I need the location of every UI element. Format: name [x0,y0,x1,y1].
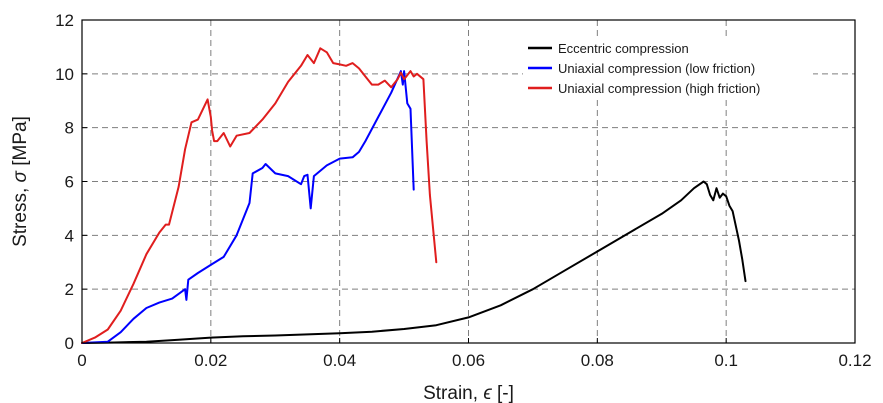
x-tick-label: 0.12 [838,351,871,370]
legend-label-3: Uniaxial compression (high friction) [558,81,760,96]
y-tick-label: 0 [65,334,74,353]
series-line-3 [81,47,438,344]
legend-entries: Eccentric compression Uniaxial compressio… [528,41,760,96]
x-tick-label: 0.04 [323,351,356,370]
series-line-2 [81,70,415,344]
x-tick-label: 0.06 [452,351,485,370]
y-tick-label: 10 [55,65,74,84]
y-tick-label: 8 [65,119,74,138]
y-axis-title-unit: [MPa] [10,116,31,171]
y-tick-label: 4 [65,226,74,245]
legend-box [523,36,813,100]
x-axis-title-text: Strain, [423,383,483,403]
x-tick-label: 0 [77,351,86,370]
legend-label-2: Uniaxial compression (low friction) [558,61,755,76]
series-lines [81,47,747,344]
y-axis-title-symbol: σ [10,169,31,182]
y-axis-title: Stress, σ [MPa] [10,116,31,247]
x-tick-label: 0.08 [581,351,614,370]
legend-label-1: Eccentric compression [558,41,689,56]
y-axis-ticks: 0 2 4 6 8 10 12 [55,11,87,353]
x-axis-ticks: 0 0.02 0.04 0.06 0.08 0.1 0.12 [77,338,872,370]
x-axis-title-unit: [-] [492,383,514,403]
series-line-1 [81,180,747,344]
x-tick-label: 0.1 [714,351,738,370]
y-tick-label: 6 [65,173,74,192]
x-tick-label: 0.02 [194,351,227,370]
x-axis-title: Strain, ϵ [-] [423,383,514,403]
x-axis-title-symbol: ϵ [483,383,492,403]
y-axis-title-text: Stress, [10,182,31,246]
legend: Eccentric compression Uniaxial compressio… [523,36,813,100]
y-tick-label: 12 [55,11,74,30]
y-tick-label: 2 [65,280,74,299]
